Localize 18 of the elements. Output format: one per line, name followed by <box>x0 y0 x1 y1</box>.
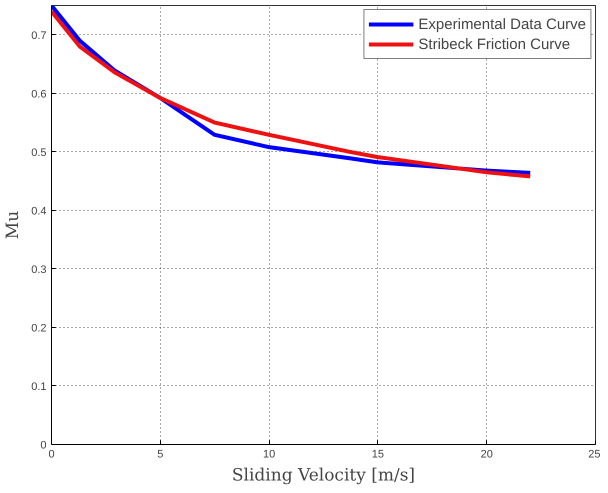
y-axis-title: Mu <box>3 210 24 240</box>
x-tick-label: 10 <box>262 448 276 460</box>
x-tick-label: 0 <box>48 448 55 460</box>
x-tick-label: 20 <box>480 448 493 460</box>
y-tick-label: 0.1 <box>31 380 47 393</box>
y-tick-label: 0.3 <box>31 264 47 276</box>
legend-label: Stribeck Friction Curve <box>418 36 570 52</box>
y-tick-label: 0.6 <box>31 88 47 100</box>
y-tick-label: 0.2 <box>31 322 47 334</box>
x-tick-label: 15 <box>372 448 384 460</box>
y-tick-label: 0.7 <box>31 30 47 42</box>
y-tick-label: 0.4 <box>31 205 47 218</box>
legend-label: Experimental Data Curve <box>418 16 586 32</box>
x-axis-title: Sliding Velocity [m/s] <box>232 466 416 486</box>
x-tick-label: 25 <box>588 448 601 460</box>
y-tick-label: 0 <box>40 440 47 452</box>
x-tick-label: 5 <box>157 448 164 460</box>
y-tick-label: 0.5 <box>31 146 47 159</box>
